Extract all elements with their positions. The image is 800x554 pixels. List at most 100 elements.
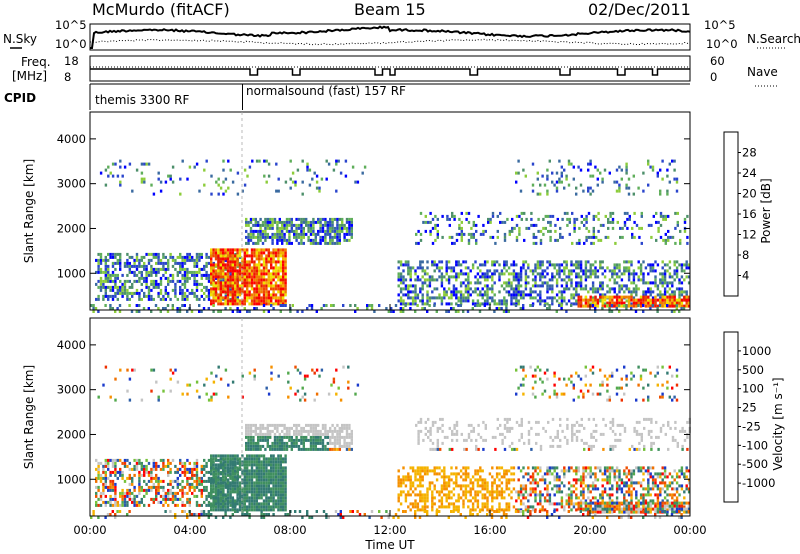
heatmap-cell [97, 279, 100, 283]
heatmap-cell [111, 485, 115, 489]
heatmap-cell [579, 168, 583, 172]
heatmap-cell [603, 293, 607, 297]
heatmap-cell [587, 304, 590, 308]
heatmap-cell [138, 304, 141, 307]
heatmap-cell [496, 229, 499, 233]
heatmap-cell [270, 260, 273, 264]
heatmap-cell [157, 285, 160, 289]
heatmap-cell [601, 295, 604, 299]
y-tick-label: 1000 [57, 266, 86, 280]
heatmap-cell [198, 258, 201, 262]
heatmap-cell [222, 463, 225, 467]
heatmap-cell [594, 272, 597, 276]
heatmap-cell [191, 288, 194, 292]
heatmap-cell [181, 297, 184, 301]
heatmap-cell [253, 502, 256, 506]
heatmap-cell [191, 291, 194, 295]
heatmap-cell [265, 257, 268, 261]
heatmap-cell [594, 266, 597, 270]
heatmap-cell [231, 284, 234, 288]
heatmap-cell [632, 192, 635, 196]
heatmap-cell [543, 281, 547, 285]
heatmap-cell [474, 260, 477, 264]
heatmap-cell [563, 168, 566, 172]
heatmap-cell [587, 189, 590, 193]
heatmap-cell [620, 298, 624, 302]
heatmap-cell [126, 503, 129, 507]
heatmap-cell [243, 275, 246, 279]
heatmap-cell [611, 295, 614, 299]
heatmap-cell [663, 272, 667, 276]
heatmap-cell [354, 180, 357, 184]
heatmap-cell [219, 186, 223, 190]
heatmap-cell [227, 383, 230, 387]
heatmap-cell [210, 398, 213, 402]
heatmap-cell [234, 269, 237, 273]
heatmap-cell [572, 296, 576, 300]
heatmap-cell [188, 383, 192, 387]
heatmap-cell [159, 310, 162, 313]
heatmap-cell [104, 255, 107, 259]
heatmap-cell [150, 389, 153, 393]
heatmap-cell [682, 307, 686, 310]
heatmap-cell [265, 493, 268, 497]
heatmap-cell [150, 368, 153, 372]
heatmap-cell [267, 290, 270, 294]
heatmap-cell [253, 251, 256, 255]
heatmap-cell [668, 275, 672, 279]
heatmap-cell [433, 466, 436, 470]
heatmap-cell [622, 304, 626, 307]
heatmap-cell [245, 223, 248, 227]
heatmap-cell [423, 281, 427, 285]
heatmap-cell [222, 266, 225, 270]
heatmap-cell [238, 484, 242, 488]
heatmap-cell [273, 235, 277, 239]
heatmap-cell [219, 272, 222, 276]
heatmap-cell [632, 287, 636, 291]
heatmap-cell [580, 214, 583, 218]
heatmap-cell [128, 473, 131, 477]
heatmap-cell [224, 257, 227, 261]
heatmap-cell [433, 260, 436, 264]
heatmap-cell [539, 296, 542, 300]
heatmap-cell [152, 368, 156, 372]
heatmap-cell [399, 263, 403, 267]
heatmap-cell [258, 251, 261, 255]
heatmap-cell [238, 493, 242, 497]
heatmap-cell [615, 298, 619, 302]
heatmap-cell [577, 295, 580, 299]
heatmap-cell [214, 281, 218, 285]
heatmap-cell [584, 263, 588, 267]
heatmap-cell [214, 493, 218, 497]
heatmap-cell [615, 168, 619, 172]
heatmap-cell [249, 229, 253, 233]
heatmap-cell [284, 472, 287, 476]
heatmap-cell [147, 252, 151, 256]
heatmap-cell [336, 441, 339, 445]
heatmap-cell [252, 232, 255, 236]
heatmap-cell [121, 494, 124, 498]
heatmap-cell [195, 479, 199, 483]
heatmap-cell [623, 301, 626, 305]
heatmap-cell [277, 287, 280, 291]
heatmap-cell [604, 214, 607, 218]
heatmap-cell [167, 494, 170, 498]
heatmap-cell [188, 461, 191, 465]
heatmap-cell [250, 475, 254, 479]
heatmap-cell [435, 263, 439, 267]
heatmap-cell [178, 310, 182, 313]
heatmap-cell [126, 458, 129, 462]
heatmap-cell [157, 395, 160, 399]
heatmap-cell [222, 248, 225, 252]
heatmap-cell [278, 435, 281, 439]
heatmap-cell [109, 473, 112, 477]
heatmap-cell [249, 232, 253, 236]
heatmap-cell [666, 304, 669, 307]
heatmap-cell [140, 282, 143, 286]
heatmap-cell [195, 288, 199, 292]
heatmap-cell [345, 220, 349, 224]
heatmap-cell [267, 162, 271, 166]
heatmap-cell [276, 232, 279, 236]
heatmap-cell [107, 500, 110, 504]
